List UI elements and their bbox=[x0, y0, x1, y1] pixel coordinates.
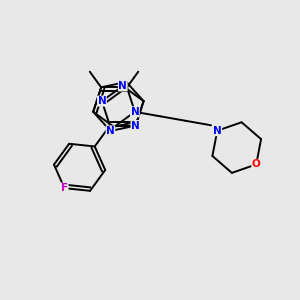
Text: N: N bbox=[98, 96, 106, 106]
Text: N: N bbox=[131, 121, 140, 130]
Text: N: N bbox=[106, 126, 115, 136]
Text: N: N bbox=[131, 121, 140, 130]
Text: N: N bbox=[130, 107, 139, 117]
Text: O: O bbox=[252, 159, 261, 170]
Text: N: N bbox=[118, 81, 127, 91]
Text: F: F bbox=[61, 183, 68, 193]
Text: N: N bbox=[213, 126, 222, 136]
